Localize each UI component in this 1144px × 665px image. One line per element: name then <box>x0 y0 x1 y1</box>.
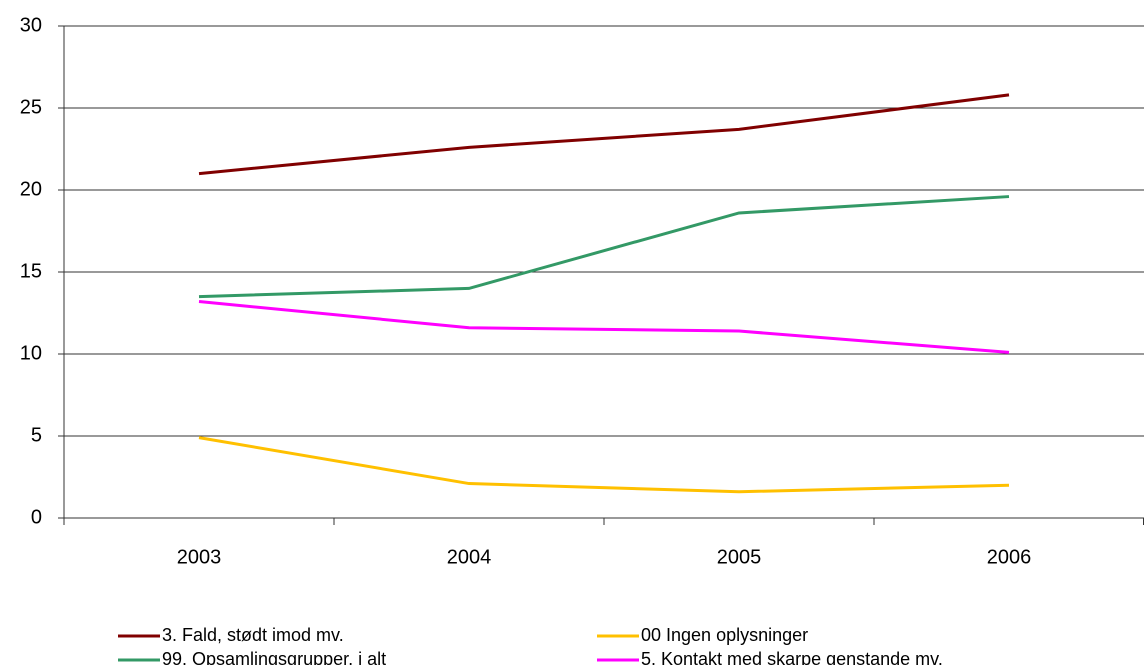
y-tick-label: 25 <box>20 96 42 118</box>
y-tick-label: 15 <box>20 260 42 282</box>
y-tick-label: 0 <box>31 506 42 528</box>
legend-label: 3. Fald, stødt imod mv. <box>162 625 344 645</box>
series-line <box>198 300 1010 354</box>
y-tick-label: 20 <box>20 178 42 200</box>
series-line <box>198 93 1010 176</box>
x-tick-label: 2003 <box>177 546 222 568</box>
y-tick-label: 30 <box>20 14 42 36</box>
x-tick-label: 2006 <box>987 546 1032 568</box>
y-tick-label: 10 <box>20 342 42 364</box>
x-tick-label: 2005 <box>717 546 762 568</box>
series-line <box>198 195 1010 299</box>
y-tick-label: 5 <box>31 424 42 446</box>
legend-label: 5. Kontakt med skarpe genstande mv. <box>641 649 943 665</box>
legend-label: 99. Opsamlingsgrupper, i alt <box>162 649 386 665</box>
series-line <box>198 436 1010 494</box>
x-tick-label: 2004 <box>447 546 492 568</box>
legend-label: 00 Ingen oplysninger <box>641 625 808 645</box>
